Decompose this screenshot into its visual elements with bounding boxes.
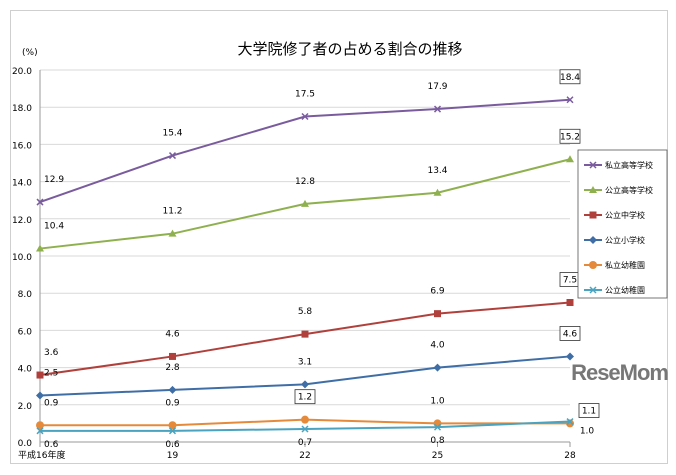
legend-marker [589, 186, 597, 193]
data-label-box [559, 128, 581, 144]
data-point [433, 105, 442, 113]
legend-label: 私立高等学校 [605, 160, 653, 170]
data-point [168, 421, 177, 430]
y-tick-label: 2.0 [18, 402, 33, 412]
data-label: 11.2 [162, 207, 182, 217]
data-label: 0.8 [430, 436, 445, 446]
x-tick-label: 22 [299, 451, 310, 461]
data-point [168, 229, 177, 237]
data-label: 2.5 [44, 369, 58, 379]
legend-label: 公立小学校 [605, 235, 645, 245]
legend-marker [589, 211, 597, 219]
data-point [168, 152, 177, 160]
y-tick-label: 0.0 [18, 439, 33, 449]
data-label: 13.4 [427, 166, 447, 176]
legend-label: 私立幼稚園 [605, 260, 645, 270]
y-tick-label: 10.0 [12, 253, 32, 263]
data-label: 1.0 [580, 426, 595, 436]
data-point [566, 299, 574, 306]
legend-marker [589, 236, 597, 244]
data-point [168, 385, 177, 394]
data-label-box [559, 326, 581, 341]
data-label: 18.4 [560, 73, 580, 83]
y-tick-label: 6.0 [18, 327, 33, 337]
data-label-box [294, 389, 316, 405]
data-point [169, 352, 176, 360]
data-label: 17.5 [295, 90, 315, 100]
data-point [434, 310, 441, 318]
data-label: 2.8 [165, 363, 180, 373]
data-point [301, 112, 309, 121]
y-tick-label: 18.0 [12, 104, 32, 114]
data-point [301, 415, 309, 424]
data-point [433, 188, 442, 196]
x-tick-label: 28 [564, 451, 576, 461]
data-label: 1.1 [582, 407, 596, 417]
data-label: 6.9 [430, 287, 445, 297]
legend-label: 公立幼稚園 [605, 285, 645, 295]
data-label: 7.5 [563, 276, 577, 286]
data-point [168, 427, 177, 435]
data-label: 17.9 [427, 82, 447, 92]
data-point [36, 391, 44, 400]
legend-label: 公立中学校 [605, 210, 645, 220]
legend-box [577, 149, 668, 299]
data-point [301, 199, 309, 207]
x-tick-label: 25 [432, 451, 443, 461]
data-label: 12.8 [295, 177, 315, 187]
legend-marker [589, 261, 597, 269]
data-label-box [578, 403, 600, 418]
data-label: 12.9 [44, 175, 64, 185]
data-label: 1.0 [430, 396, 445, 406]
chart-title: 大学院修了者の占める割合の推移 [237, 40, 462, 58]
data-label: 15.4 [162, 129, 182, 139]
data-label: 4.6 [563, 329, 578, 339]
watermark-logo: ReseMom [571, 360, 669, 385]
data-point [301, 330, 309, 338]
x-tick-label: 19 [167, 451, 179, 461]
data-label: 3.6 [44, 348, 59, 358]
y-tick-label: 8.0 [18, 290, 33, 300]
data-label: 5.8 [298, 307, 313, 317]
data-label: 1.2 [298, 393, 312, 403]
data-label: 4.6 [165, 329, 180, 339]
data-label: 0.6 [44, 440, 59, 450]
data-point [301, 425, 309, 433]
legend-marker [589, 286, 597, 294]
data-label: 10.4 [44, 222, 64, 232]
data-point [36, 198, 44, 206]
data-point [433, 363, 442, 372]
data-label: 4.0 [430, 341, 445, 351]
legend-marker [589, 161, 597, 169]
data-point [36, 427, 44, 435]
legend-label: 公立高等学校 [605, 185, 653, 195]
data-label: 3.1 [298, 357, 312, 367]
y-tick-label: 16.0 [12, 141, 32, 151]
data-label: 0.7 [298, 438, 312, 448]
y-tick-label: 14.0 [12, 179, 32, 189]
data-point [36, 371, 44, 379]
y-tick-label: 4.0 [18, 365, 33, 375]
data-point [566, 418, 574, 426]
y-tick-label: 12.0 [12, 216, 32, 226]
data-label-box [559, 69, 581, 85]
data-point [566, 352, 574, 361]
data-point [433, 423, 442, 431]
y-tick-label: 20.0 [12, 67, 32, 77]
data-label: 15.2 [560, 132, 580, 142]
x-tick-label: 平成16年度 [18, 449, 65, 461]
data-point [566, 155, 574, 163]
data-point [566, 96, 574, 104]
data-point [36, 244, 44, 252]
data-label: 0.9 [165, 398, 180, 408]
data-point [301, 380, 309, 389]
data-label: 0.9 [44, 398, 59, 408]
y-axis-label: (%) [22, 48, 38, 58]
data-label: 0.6 [165, 440, 180, 450]
data-point [36, 421, 44, 430]
chart-frame [10, 10, 668, 464]
